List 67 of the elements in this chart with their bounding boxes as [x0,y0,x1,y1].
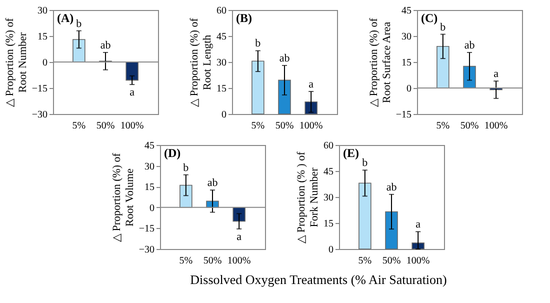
y-tick-label: −15 [32,84,48,94]
y-tick-label: 15 [324,218,334,230]
x-tick-label: 50% [460,120,479,132]
annotation: a [494,68,499,80]
y-tick-label: 45 [402,6,412,16]
annotation: b [183,162,190,174]
annotation: a [130,86,135,99]
x-tick-label: 5% [436,120,450,132]
x-tick-label: 50% [382,256,401,266]
x-tick-label: 50% [96,120,115,132]
y-tick-label: 30 [402,32,412,42]
y-tick-label: −15 [138,224,154,235]
x-tick-label: 5% [251,120,265,132]
y-tick-label: 30 [324,192,334,204]
y-tick-label: 0 [150,202,154,214]
annotation: ab [279,52,290,64]
y-tick-label: 15 [402,58,412,68]
x-tick-label: 50% [203,256,222,266]
x-tick-label: 50% [275,120,294,132]
y-axis-title: △ Proportion (%) of Root Surface Area [368,18,393,107]
y-tick-label: 15 [144,182,154,194]
annotation: ab [207,177,218,190]
y-tick-label: 15 [38,32,48,42]
x-tick-label: 5% [358,256,372,266]
annotation: b [255,38,262,50]
y-tick-label: 0 [222,110,226,120]
y-tick-label: 30 [144,161,154,172]
x-tick-label: 5% [72,120,86,132]
annotation: (E) [343,146,359,160]
x-tick-label: 5% [179,256,193,266]
y-tick-label: 45 [216,32,226,42]
y-tick-label: −30 [32,110,48,120]
y-tick-label: 30 [216,58,226,68]
y-tick-label: −15 [396,110,412,120]
annotation: (A) [57,11,74,25]
y-axis-title: △ Proportion (%) of Root Volume [110,152,136,242]
annotation: ab [464,39,476,52]
y-tick-label: 0 [42,58,48,68]
y-axis-title: △ Proportion (%) of Root Length [188,18,214,107]
x-axis-title: Dissolved Oxygen Treatments (% Air Saturation) [190,272,447,287]
x-tick-label: 100% [227,256,251,266]
x-tick-label: 100% [484,120,508,132]
annotation: (D) [164,146,181,160]
y-tick-label: 60 [216,6,226,16]
y-axis-title: △ Proportion (% ) of Fork Number [296,151,320,244]
annotation: a [308,78,314,90]
annotation: b [440,21,446,34]
annotation: b [362,157,368,170]
y-tick-label: 15 [216,84,226,94]
annotation: ab [386,181,398,194]
y-axis-title: △ Proportion (%) of Root Number [4,18,29,107]
y-tick-label: 45 [144,140,154,152]
x-tick-label: 100% [299,120,323,132]
annotation: (B) [236,11,252,25]
annotation: a [416,218,421,231]
x-tick-label: 100% [406,256,430,266]
y-tick-label: 0 [406,84,412,94]
annotation: a [236,230,242,243]
y-tick-label: 45 [324,166,334,178]
annotation: (C) [421,11,438,25]
annotation: ab [100,39,112,52]
y-tick-label: −30 [138,244,154,256]
y-tick-label: 0 [328,244,334,256]
annotation: b [76,18,82,30]
x-tick-label: 100% [120,120,144,132]
y-tick-label: 30 [38,6,48,16]
y-tick-label: 60 [324,140,334,152]
